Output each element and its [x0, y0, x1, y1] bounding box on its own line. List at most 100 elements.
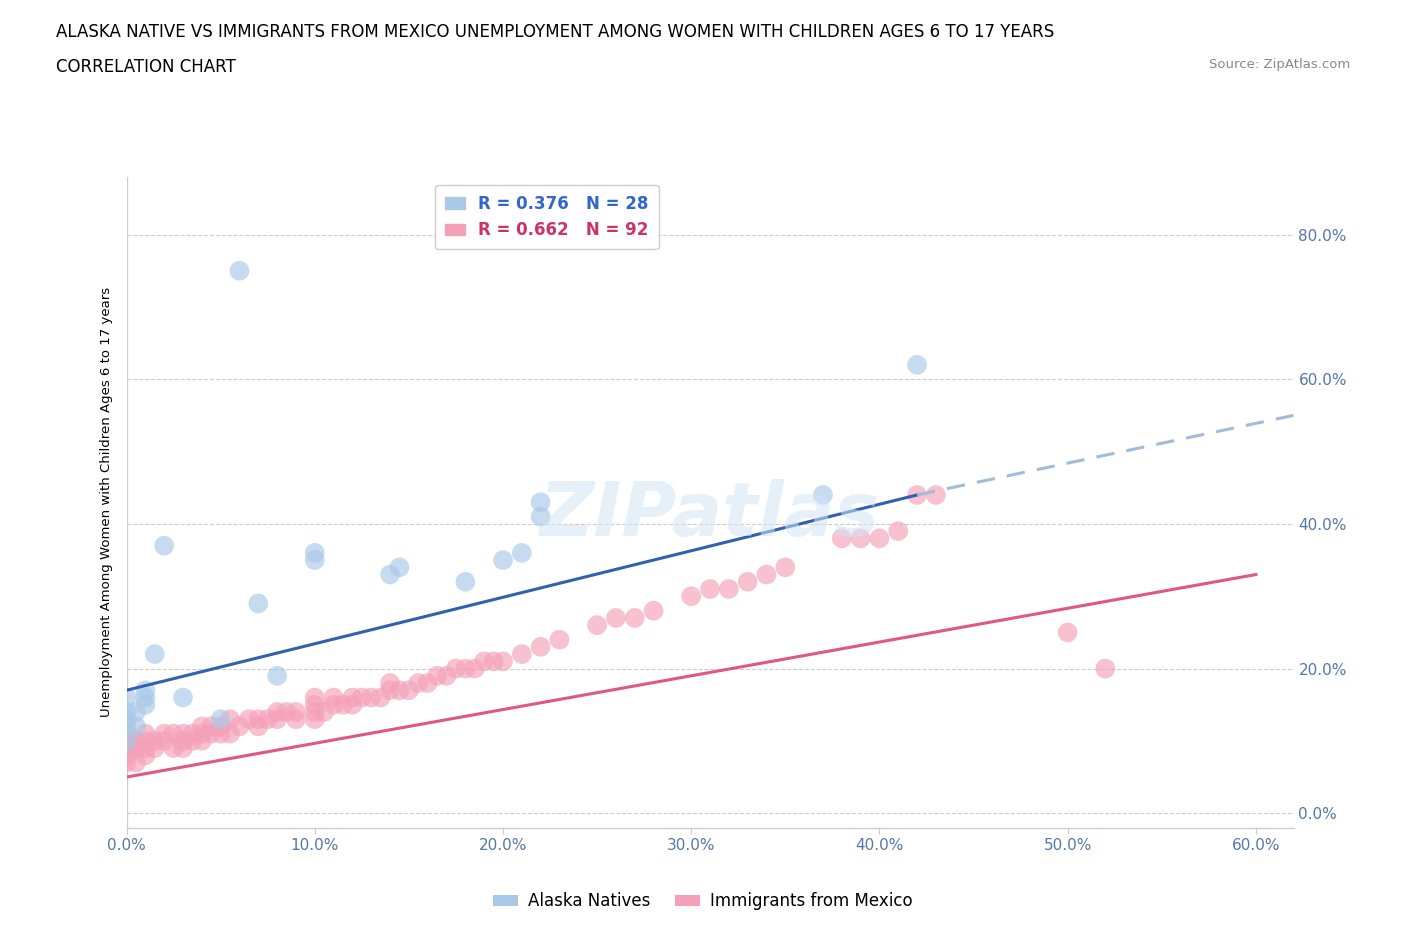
Point [314, 705, 336, 720]
Point [191, 734, 214, 749]
Point [530, 640, 553, 655]
Point [115, 719, 138, 734]
Point [322, 690, 344, 705]
Point [143, 734, 166, 749]
Point [388, 683, 411, 698]
Point [1094, 661, 1116, 676]
Point [548, 632, 571, 647]
Point [868, 531, 890, 546]
Point [247, 719, 270, 734]
Point [444, 661, 467, 676]
Point [115, 755, 138, 770]
Point [172, 734, 194, 749]
Point [284, 711, 307, 726]
Point [717, 581, 740, 596]
Point [172, 726, 194, 741]
Point [378, 683, 401, 698]
Point [925, 487, 948, 502]
Point [426, 669, 449, 684]
Point [172, 690, 194, 705]
Point [238, 711, 260, 726]
Point [191, 719, 214, 734]
Point [115, 734, 138, 749]
Point [332, 698, 354, 712]
Point [115, 726, 138, 741]
Legend: R = 0.376   N = 28, R = 0.662   N = 92: R = 0.376 N = 28, R = 0.662 N = 92 [434, 185, 658, 249]
Point [482, 654, 505, 669]
Point [510, 646, 533, 661]
Text: ALASKA NATIVE VS IMMIGRANTS FROM MEXICO UNEMPLOYMENT AMONG WOMEN WITH CHILDREN A: ALASKA NATIVE VS IMMIGRANTS FROM MEXICO … [56, 23, 1054, 41]
Point [811, 487, 834, 502]
Point [115, 690, 138, 705]
Point [115, 748, 138, 763]
Point [586, 618, 609, 632]
Point [115, 740, 138, 755]
Point [191, 726, 214, 741]
Point [209, 726, 232, 741]
Point [256, 711, 278, 726]
Point [115, 740, 138, 755]
Point [162, 726, 184, 741]
Point [304, 705, 326, 720]
Point [115, 711, 138, 726]
Point [219, 711, 242, 726]
Point [378, 675, 401, 690]
Point [115, 705, 138, 720]
Point [125, 734, 148, 749]
Point [304, 690, 326, 705]
Point [623, 610, 645, 625]
Point [849, 531, 872, 546]
Point [304, 545, 326, 560]
Point [153, 734, 176, 749]
Point [115, 734, 138, 749]
Point [134, 698, 156, 712]
Point [831, 531, 853, 546]
Point [681, 589, 703, 604]
Point [398, 683, 420, 698]
Point [755, 567, 778, 582]
Point [775, 560, 797, 575]
Point [322, 698, 344, 712]
Point [181, 734, 204, 749]
Point [125, 719, 148, 734]
Point [643, 604, 665, 618]
Point [247, 596, 270, 611]
Point [416, 675, 439, 690]
Point [436, 669, 458, 684]
Y-axis label: Unemployment Among Women with Children Ages 6 to 17 years: Unemployment Among Women with Children A… [100, 287, 114, 717]
Point [1056, 625, 1078, 640]
Point [350, 690, 373, 705]
Point [125, 705, 148, 720]
Point [605, 610, 627, 625]
Point [905, 487, 928, 502]
Point [134, 740, 156, 755]
Point [887, 524, 910, 538]
Point [209, 719, 232, 734]
Point [510, 545, 533, 560]
Point [200, 726, 222, 741]
Point [134, 726, 156, 741]
Point [472, 654, 495, 669]
Point [492, 654, 515, 669]
Point [360, 690, 382, 705]
Point [492, 552, 515, 567]
Point [153, 726, 176, 741]
Point [304, 698, 326, 712]
Point [228, 719, 250, 734]
Point [266, 711, 288, 726]
Point [153, 538, 176, 553]
Point [134, 734, 156, 749]
Point [530, 495, 553, 510]
Point [370, 690, 392, 705]
Point [699, 581, 721, 596]
Point [247, 711, 270, 726]
Point [134, 690, 156, 705]
Point [304, 711, 326, 726]
Point [342, 690, 364, 705]
Point [125, 755, 148, 770]
Text: CORRELATION CHART: CORRELATION CHART [56, 58, 236, 75]
Point [266, 705, 288, 720]
Point [388, 560, 411, 575]
Point [408, 675, 430, 690]
Legend: Alaska Natives, Immigrants from Mexico: Alaska Natives, Immigrants from Mexico [486, 885, 920, 917]
